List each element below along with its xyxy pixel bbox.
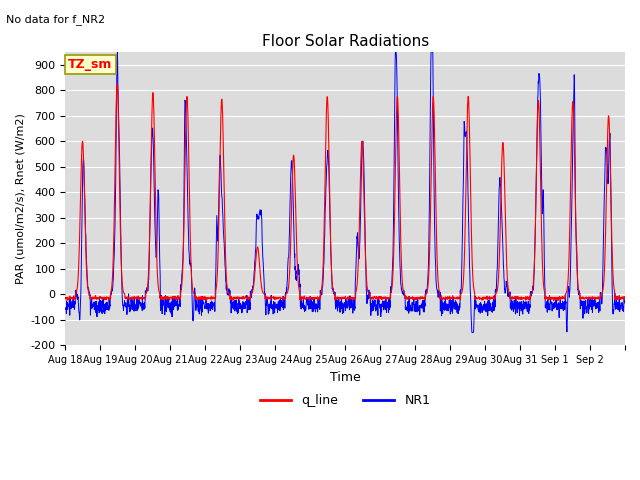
Text: No data for f_NR2: No data for f_NR2	[6, 14, 106, 25]
Legend: q_line, NR1: q_line, NR1	[255, 389, 435, 412]
Text: TZ_sm: TZ_sm	[68, 58, 113, 71]
X-axis label: Time: Time	[330, 371, 360, 384]
Title: Floor Solar Radiations: Floor Solar Radiations	[262, 34, 429, 49]
Y-axis label: PAR (umol/m2/s), Rnet (W/m2): PAR (umol/m2/s), Rnet (W/m2)	[15, 113, 25, 284]
